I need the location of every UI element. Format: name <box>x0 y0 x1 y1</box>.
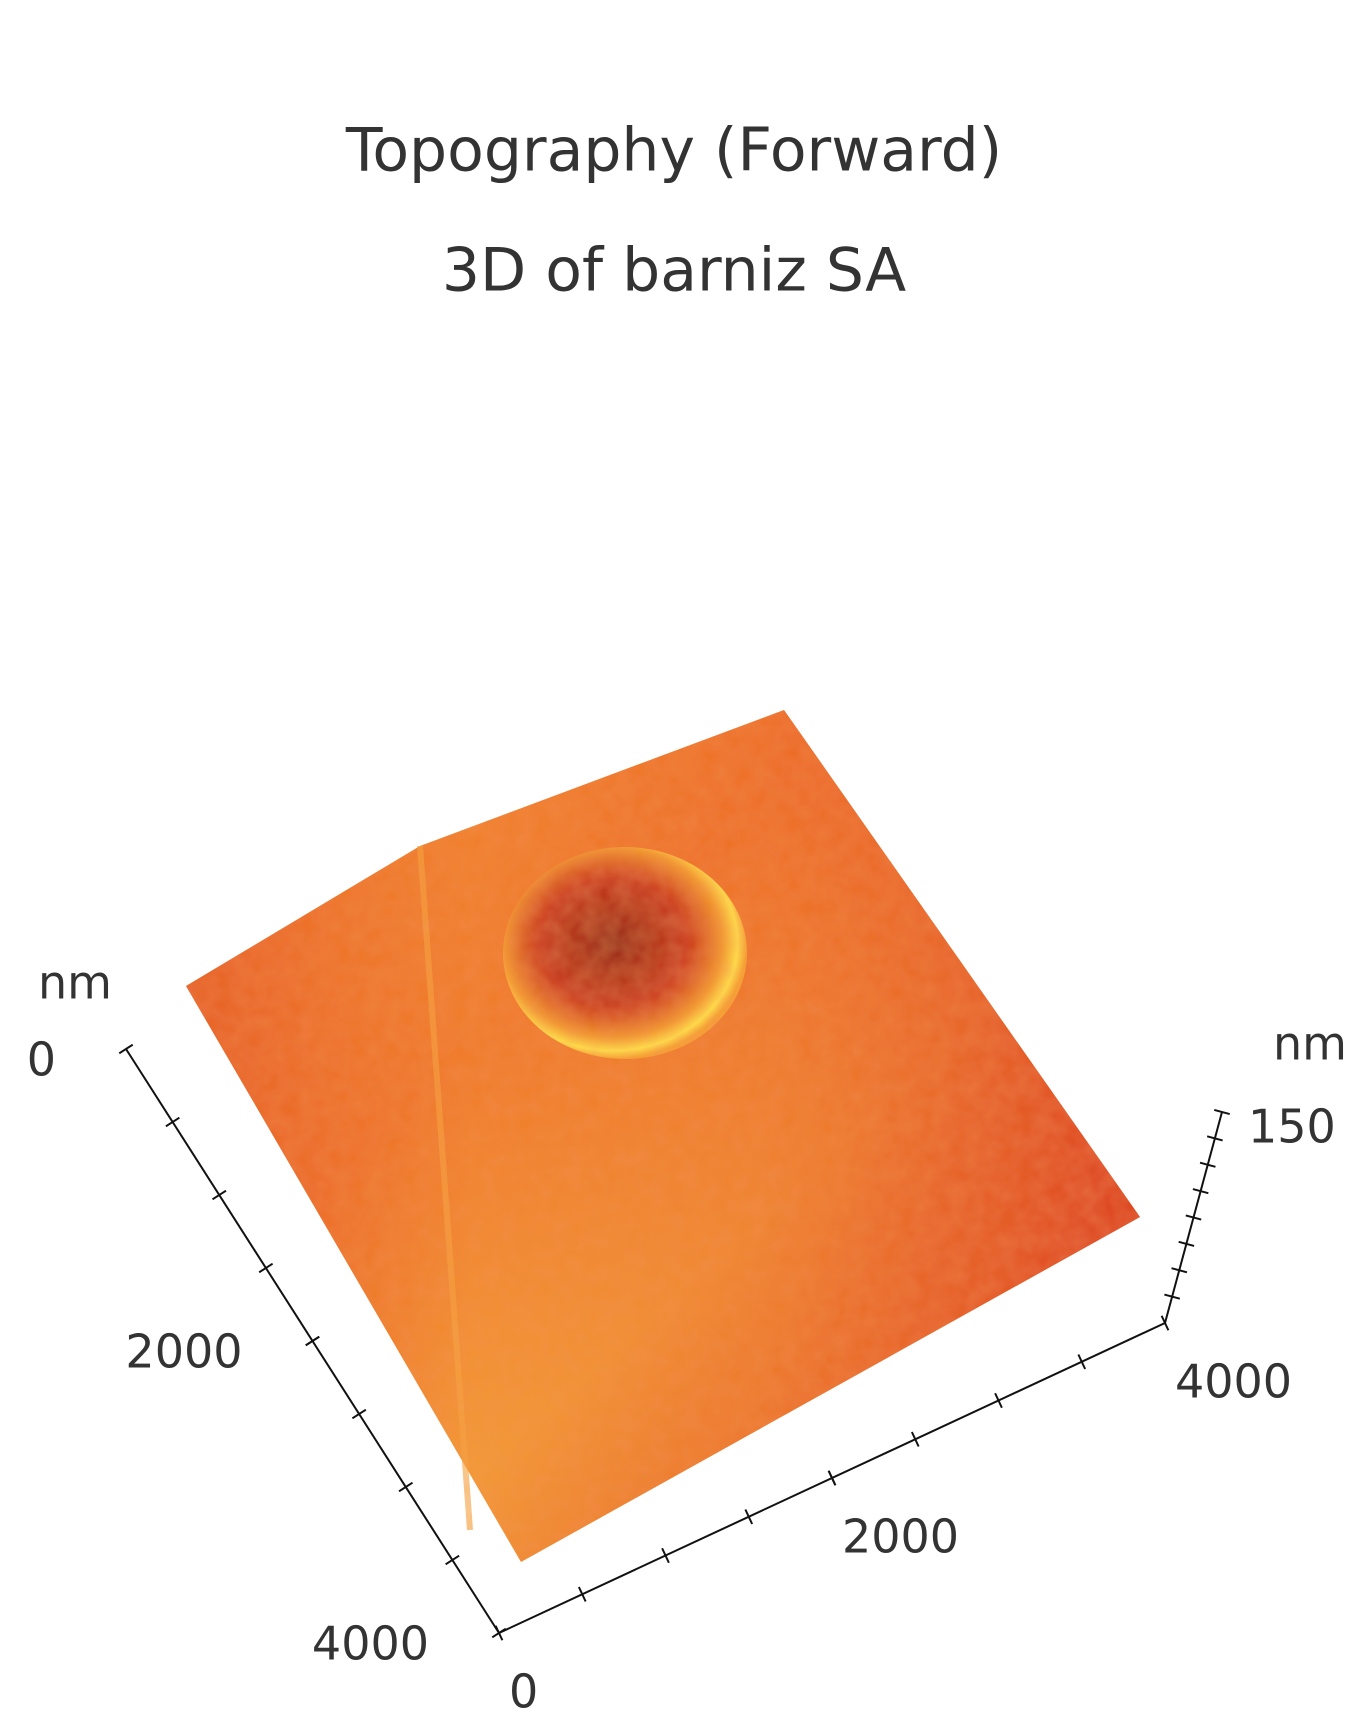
y-unit: nm <box>38 956 112 1010</box>
minor-tick <box>399 1483 412 1492</box>
chart: Topography (Forward) 3D of barniz SA nm … <box>0 0 1361 1718</box>
y-tick <box>306 1337 319 1346</box>
y-tick-label: 0 <box>27 1033 56 1087</box>
x-tick-label: 0 <box>509 1665 538 1718</box>
x-tick-label: 2000 <box>842 1510 959 1564</box>
y-tick <box>119 1045 132 1054</box>
z-tick-label: 150 <box>1248 1100 1336 1154</box>
minor-tick <box>352 1410 365 1419</box>
chart-subtitle: 3D of barniz SA <box>442 236 906 306</box>
x-tick-label: 4000 <box>1175 1355 1292 1409</box>
minor-tick <box>446 1556 459 1565</box>
minor-tick <box>259 1264 272 1273</box>
z-unit: nm <box>1273 1017 1347 1071</box>
y-tick-label: 4000 <box>312 1617 429 1671</box>
minor-tick <box>213 1191 226 1200</box>
surface <box>186 710 1140 1562</box>
chart-title: Topography (Forward) <box>345 116 1002 186</box>
minor-tick <box>166 1118 179 1127</box>
y-tick-label: 2000 <box>125 1325 242 1379</box>
